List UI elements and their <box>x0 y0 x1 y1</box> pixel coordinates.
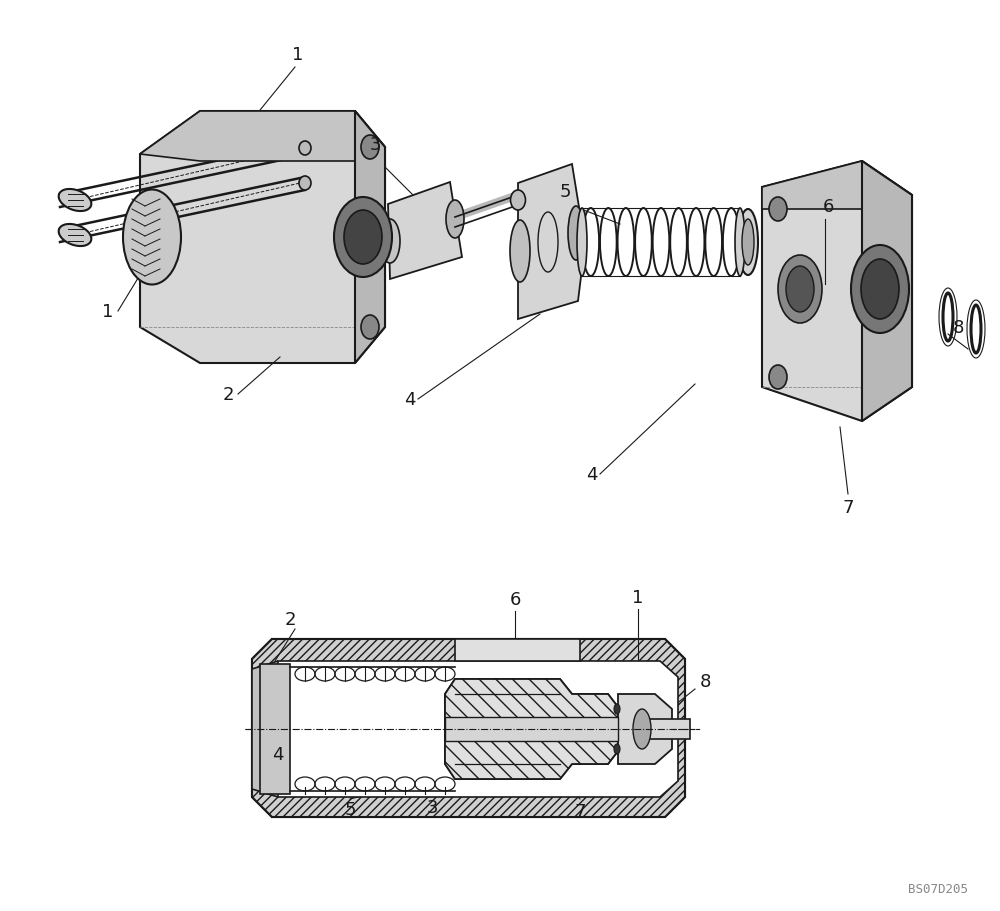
Polygon shape <box>862 162 912 422</box>
Text: 1: 1 <box>102 302 114 321</box>
Polygon shape <box>618 694 672 764</box>
Polygon shape <box>260 664 290 794</box>
Text: 5: 5 <box>344 800 356 818</box>
Ellipse shape <box>361 136 379 159</box>
Text: 6: 6 <box>509 590 521 609</box>
Polygon shape <box>762 162 912 210</box>
Polygon shape <box>455 640 580 661</box>
Polygon shape <box>252 640 685 817</box>
Text: 4: 4 <box>404 391 416 408</box>
Text: 8: 8 <box>952 319 964 337</box>
Ellipse shape <box>778 256 822 323</box>
Polygon shape <box>445 680 618 779</box>
Ellipse shape <box>769 198 787 221</box>
Text: 7: 7 <box>842 498 854 517</box>
Ellipse shape <box>299 142 311 156</box>
Ellipse shape <box>633 710 651 749</box>
Polygon shape <box>640 719 690 739</box>
Polygon shape <box>140 112 385 162</box>
Ellipse shape <box>742 220 754 266</box>
Ellipse shape <box>446 200 464 239</box>
Ellipse shape <box>123 190 181 285</box>
Text: 8: 8 <box>699 672 711 691</box>
Ellipse shape <box>769 365 787 390</box>
Polygon shape <box>252 661 278 797</box>
Text: 1: 1 <box>632 589 644 607</box>
Text: 4: 4 <box>272 745 284 763</box>
Ellipse shape <box>577 209 587 277</box>
Ellipse shape <box>299 177 311 190</box>
Polygon shape <box>762 162 912 422</box>
Ellipse shape <box>614 704 620 714</box>
Ellipse shape <box>361 315 379 340</box>
Text: 1: 1 <box>292 46 304 64</box>
Ellipse shape <box>59 225 91 247</box>
Text: 3: 3 <box>369 136 381 154</box>
Text: 5: 5 <box>559 183 571 200</box>
Ellipse shape <box>614 744 620 754</box>
Polygon shape <box>445 717 618 742</box>
Text: 4: 4 <box>586 466 598 484</box>
Polygon shape <box>388 183 462 280</box>
Ellipse shape <box>568 207 584 261</box>
Ellipse shape <box>735 209 745 277</box>
Text: 2: 2 <box>222 385 234 404</box>
Polygon shape <box>260 661 678 797</box>
Text: 7: 7 <box>574 802 586 820</box>
Ellipse shape <box>344 210 382 265</box>
Ellipse shape <box>786 267 814 312</box>
Ellipse shape <box>738 210 758 276</box>
Ellipse shape <box>511 190 526 210</box>
Ellipse shape <box>851 246 909 333</box>
Ellipse shape <box>334 198 392 278</box>
Polygon shape <box>355 112 385 363</box>
Text: 3: 3 <box>426 798 438 816</box>
Ellipse shape <box>59 189 91 212</box>
Ellipse shape <box>380 220 400 263</box>
Polygon shape <box>445 680 618 779</box>
Ellipse shape <box>861 260 899 320</box>
Text: 6: 6 <box>822 198 834 216</box>
Ellipse shape <box>510 220 530 282</box>
Polygon shape <box>518 165 585 320</box>
Polygon shape <box>252 640 685 817</box>
Polygon shape <box>140 112 385 363</box>
Text: 2: 2 <box>284 610 296 629</box>
Text: BS07D205: BS07D205 <box>908 882 968 895</box>
